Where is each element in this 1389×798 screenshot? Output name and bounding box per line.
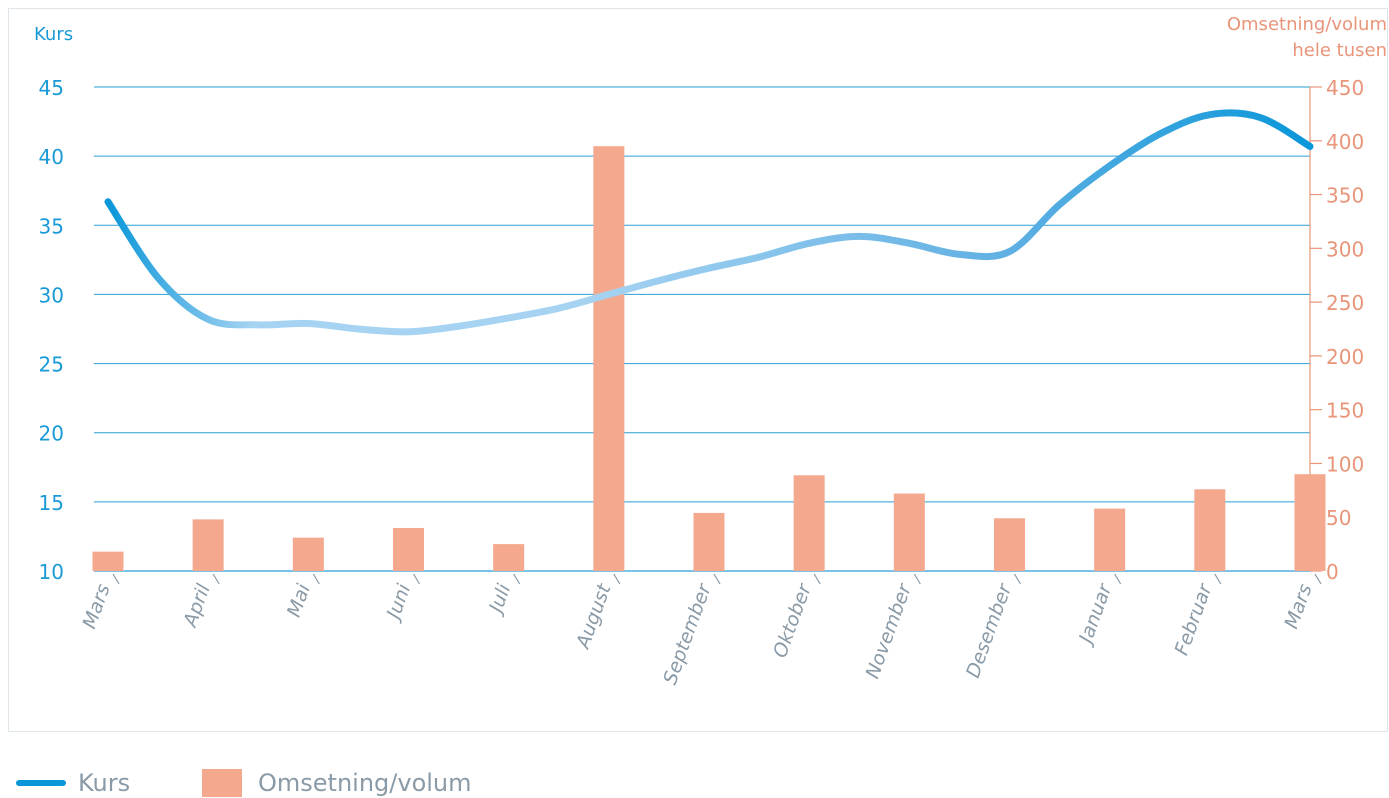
kurs-line (104, 109, 1314, 336)
volume-bar (1094, 508, 1126, 571)
right-axis-title: Omsetning/volum (1227, 14, 1387, 35)
volume-bar (1194, 489, 1226, 571)
x-category-label: Juli (484, 581, 516, 619)
x-tick-mark (1314, 573, 1322, 585)
right-tick-label: 200 (1326, 345, 1364, 369)
x-category-label: Desember (962, 580, 1017, 681)
x-tick-mark (112, 573, 120, 585)
x-category-label: Mars (1280, 581, 1316, 632)
left-tick-label: 15 (39, 491, 64, 515)
volume-bar (1294, 474, 1326, 571)
x-tick-mark (913, 573, 921, 585)
x-category-label: August (571, 580, 616, 653)
right-tick-label: 100 (1326, 452, 1364, 476)
x-category-label: Februar (1171, 580, 1217, 658)
legend-item-omsetning: Omsetning/volum (202, 768, 472, 798)
left-tick-label: 20 (39, 422, 64, 446)
x-tick-mark (713, 573, 721, 585)
x-tick-mark (312, 573, 320, 585)
x-category-label: Januar (1074, 580, 1117, 650)
right-tick-label: 150 (1326, 399, 1364, 423)
x-category-label: April (179, 581, 215, 632)
legend-line-swatch (16, 780, 66, 786)
right-tick-label: 300 (1326, 237, 1364, 261)
left-tick-label: 45 (39, 76, 64, 100)
right-tick-label: 250 (1326, 291, 1364, 315)
x-category-label: Mars (78, 581, 114, 632)
x-category-label: September (659, 580, 716, 687)
right-axis-title: hele tusen (1292, 40, 1387, 61)
volume-bar (693, 512, 725, 571)
volume-bar (493, 544, 525, 571)
x-category-label: November (862, 580, 917, 682)
left-tick-label: 40 (39, 145, 64, 169)
legend-item-kurs: Kurs (16, 768, 130, 798)
volume-bar (593, 146, 625, 571)
x-category-label: Juni (381, 581, 415, 626)
x-tick-mark (813, 573, 821, 585)
volume-bar (893, 493, 925, 571)
x-tick-mark (1114, 573, 1122, 585)
left-tick-label: 35 (39, 214, 64, 238)
x-tick-mark (212, 573, 220, 585)
left-tick-label: 25 (39, 353, 64, 377)
left-tick-label: 10 (39, 560, 64, 584)
legend-label-kurs: Kurs (78, 769, 131, 797)
x-tick-mark (513, 573, 521, 585)
right-tick-label: 0 (1326, 560, 1339, 584)
volume-bar (994, 518, 1025, 571)
x-tick-mark (1214, 573, 1222, 585)
legend-label-omsetning: Omsetning/volum (258, 769, 472, 797)
right-tick-label: 450 (1326, 76, 1364, 100)
chart-frame (8, 8, 1388, 732)
right-tick-label: 400 (1326, 130, 1364, 154)
volume-bar (292, 537, 324, 571)
left-axis-title: Kurs (34, 24, 73, 45)
volume-bar (92, 551, 124, 571)
right-tick-label: 50 (1326, 506, 1351, 530)
price-volume-chart: 1015202530354045050100150200250300350400… (34, 14, 1387, 687)
left-tick-label: 30 (39, 283, 64, 307)
x-tick-mark (1013, 573, 1022, 585)
volume-bar (393, 527, 424, 571)
x-category-label: Mai (283, 581, 315, 621)
x-tick-mark (613, 573, 621, 585)
legend-bar-swatch (202, 769, 242, 797)
volume-bar (192, 519, 224, 571)
x-category-label: Oktober (769, 580, 816, 661)
volume-bar (793, 475, 825, 571)
right-tick-label: 350 (1326, 184, 1364, 208)
x-tick-mark (412, 573, 421, 585)
